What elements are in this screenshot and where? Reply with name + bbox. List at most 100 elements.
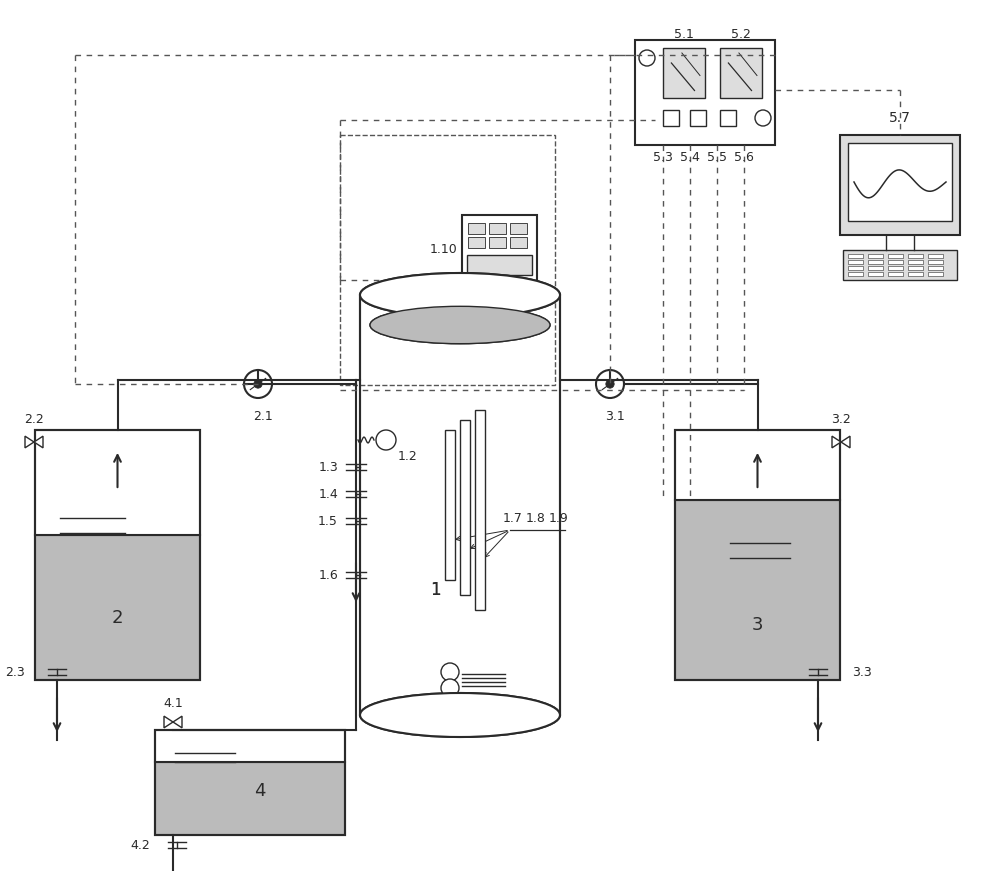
Ellipse shape [360, 693, 560, 737]
Bar [468, 237, 485, 248]
Circle shape [376, 430, 396, 450]
Text: 1.6: 1.6 [318, 569, 338, 582]
Circle shape [596, 370, 624, 398]
Text: 2.3: 2.3 [5, 665, 25, 679]
Text: 1.4: 1.4 [318, 488, 338, 501]
Bar [888, 266, 903, 270]
Bar [462, 215, 537, 283]
Text: 5.2: 5.2 [731, 28, 751, 40]
Bar [720, 110, 736, 126]
Bar [868, 266, 883, 270]
Text: 4: 4 [254, 782, 266, 800]
Polygon shape [34, 436, 43, 448]
Ellipse shape [360, 273, 560, 317]
Bar [928, 266, 943, 270]
Circle shape [606, 380, 614, 388]
Polygon shape [164, 716, 173, 728]
Bar [848, 143, 952, 221]
Bar [35, 430, 200, 535]
Polygon shape [25, 436, 34, 448]
Bar [635, 40, 775, 145]
Text: 4.2: 4.2 [130, 839, 150, 852]
Bar [510, 223, 527, 234]
Circle shape [755, 110, 771, 126]
Bar [510, 237, 527, 248]
Circle shape [639, 50, 655, 66]
Bar [840, 135, 960, 235]
Bar [888, 254, 903, 258]
Bar [908, 266, 923, 270]
Text: 5.1: 5.1 [674, 28, 694, 40]
Bar [888, 272, 903, 276]
Bar [848, 266, 863, 270]
Text: 3.2: 3.2 [831, 413, 851, 426]
Bar [663, 110, 679, 126]
Bar [467, 255, 532, 275]
Text: 1.1: 1.1 [455, 702, 475, 715]
Circle shape [441, 663, 459, 681]
Text: 2.2: 2.2 [24, 413, 44, 426]
Bar [868, 254, 883, 258]
Ellipse shape [360, 273, 560, 317]
Text: 5.7: 5.7 [889, 111, 911, 125]
Bar [843, 250, 957, 280]
Bar [155, 761, 345, 835]
Text: 3.1: 3.1 [605, 410, 625, 423]
Bar [489, 237, 506, 248]
Text: 5.5: 5.5 [707, 151, 727, 164]
Bar [155, 730, 345, 835]
Bar [489, 223, 506, 234]
Bar [155, 730, 345, 761]
Bar [888, 260, 903, 264]
Text: 1.10: 1.10 [429, 242, 457, 255]
Bar [928, 260, 943, 264]
Ellipse shape [360, 693, 560, 737]
Text: 5.6: 5.6 [734, 151, 754, 164]
Bar [848, 260, 863, 264]
Bar [720, 48, 762, 98]
Circle shape [254, 380, 262, 388]
Bar [908, 254, 923, 258]
Bar [690, 110, 706, 126]
Circle shape [441, 679, 459, 697]
Bar [675, 430, 840, 500]
Bar [340, 135, 555, 385]
Text: 3.3: 3.3 [852, 665, 872, 679]
Text: 1: 1 [430, 581, 440, 599]
Bar [475, 410, 485, 610]
Text: 2.1: 2.1 [253, 410, 273, 423]
Text: 1.8: 1.8 [526, 512, 546, 525]
Bar [848, 272, 863, 276]
Bar [675, 430, 840, 680]
Text: 5.3: 5.3 [653, 151, 673, 164]
Bar [868, 260, 883, 264]
Text: 1.7: 1.7 [503, 512, 523, 525]
Text: 2: 2 [112, 609, 123, 626]
Bar [35, 430, 200, 680]
Polygon shape [173, 716, 182, 728]
Text: 1.9: 1.9 [549, 512, 569, 525]
Text: 1.2: 1.2 [398, 450, 418, 463]
Bar [35, 535, 200, 680]
Text: 4.1: 4.1 [163, 697, 183, 710]
Bar [663, 48, 705, 98]
Circle shape [244, 370, 272, 398]
Ellipse shape [370, 307, 550, 344]
Text: 1.3: 1.3 [318, 461, 338, 474]
Bar [460, 420, 470, 595]
Text: 1: 1 [430, 581, 440, 599]
Bar [848, 254, 863, 258]
Bar [908, 272, 923, 276]
Text: 3: 3 [752, 616, 763, 634]
Bar [445, 430, 455, 580]
Bar [928, 254, 943, 258]
Polygon shape [832, 436, 841, 448]
Bar [908, 260, 923, 264]
Ellipse shape [370, 307, 550, 344]
Text: 1.5: 1.5 [318, 515, 338, 528]
Bar [868, 272, 883, 276]
Polygon shape [841, 436, 850, 448]
Bar [928, 272, 943, 276]
Bar [468, 223, 485, 234]
Text: 5.4: 5.4 [680, 151, 700, 164]
